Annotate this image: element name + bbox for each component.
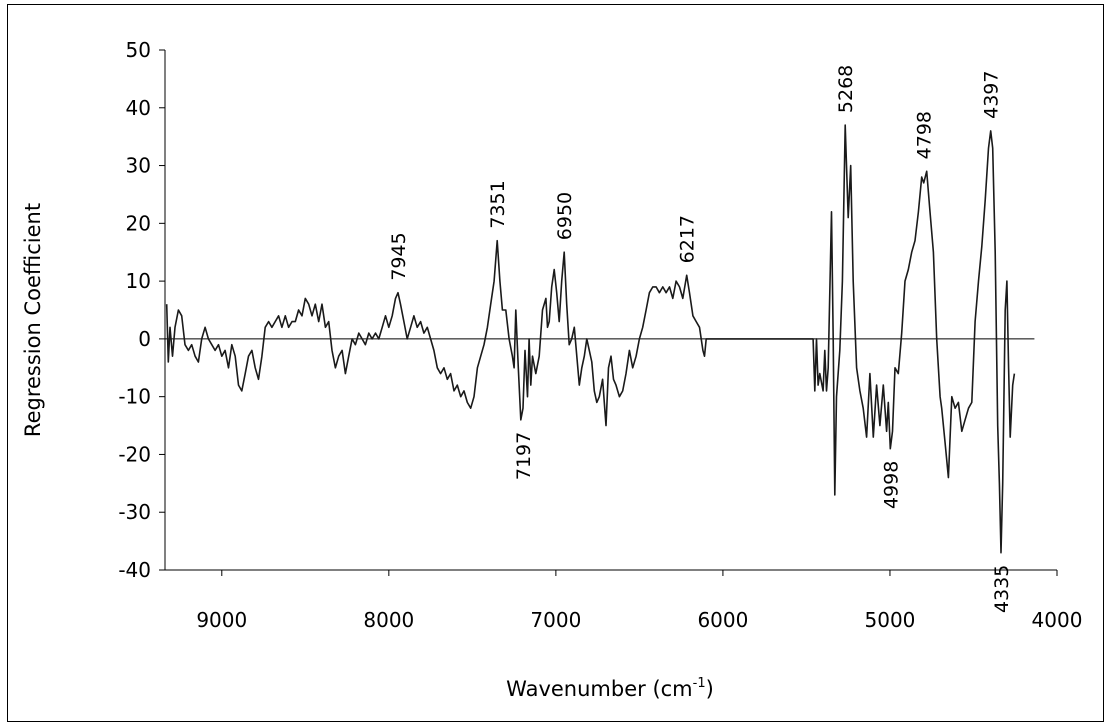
annotation: 5268 xyxy=(835,65,857,113)
x-tick-label: 5000 xyxy=(865,608,916,632)
y-tick-label: 50 xyxy=(126,38,151,62)
y-tick-label: -30 xyxy=(118,500,151,524)
annotation: 4998 xyxy=(880,461,902,509)
data-line xyxy=(165,124,1016,554)
y-tick-label: -40 xyxy=(118,558,151,582)
y-tick-label: -10 xyxy=(118,385,151,409)
x-tick-label: 8000 xyxy=(363,608,414,632)
y-tick-label: 40 xyxy=(126,96,151,120)
annotation: 6950 xyxy=(554,192,576,240)
x-tick-label: 9000 xyxy=(196,608,247,632)
annotation: 6217 xyxy=(677,215,699,263)
y-tick-label: 0 xyxy=(138,327,151,351)
x-tick-label: 7000 xyxy=(530,608,581,632)
y-tick-label: 30 xyxy=(126,154,151,178)
y-axis-title: Regression Coefficient xyxy=(21,203,45,437)
x-axis-title-text: Wavenumber (cm xyxy=(506,677,692,701)
annotation: 7197 xyxy=(513,432,535,480)
annotation: 7945 xyxy=(388,232,410,280)
y-tick-label: 10 xyxy=(126,269,151,293)
annotation: 7351 xyxy=(487,180,509,228)
x-axis-title-sup: -1 xyxy=(693,676,706,691)
x-axis-title-suffix: ) xyxy=(706,677,714,701)
annotation: 4397 xyxy=(981,71,1003,119)
x-tick-label: 4000 xyxy=(1032,608,1083,632)
x-tick-label: 6000 xyxy=(697,608,748,632)
y-tick-label: -20 xyxy=(118,442,151,466)
x-axis-title: Wavenumber (cm-1) xyxy=(506,676,714,701)
annotation: 4335 xyxy=(991,565,1013,613)
annotation: 4798 xyxy=(914,111,936,159)
y-tick-label: 20 xyxy=(126,211,151,235)
